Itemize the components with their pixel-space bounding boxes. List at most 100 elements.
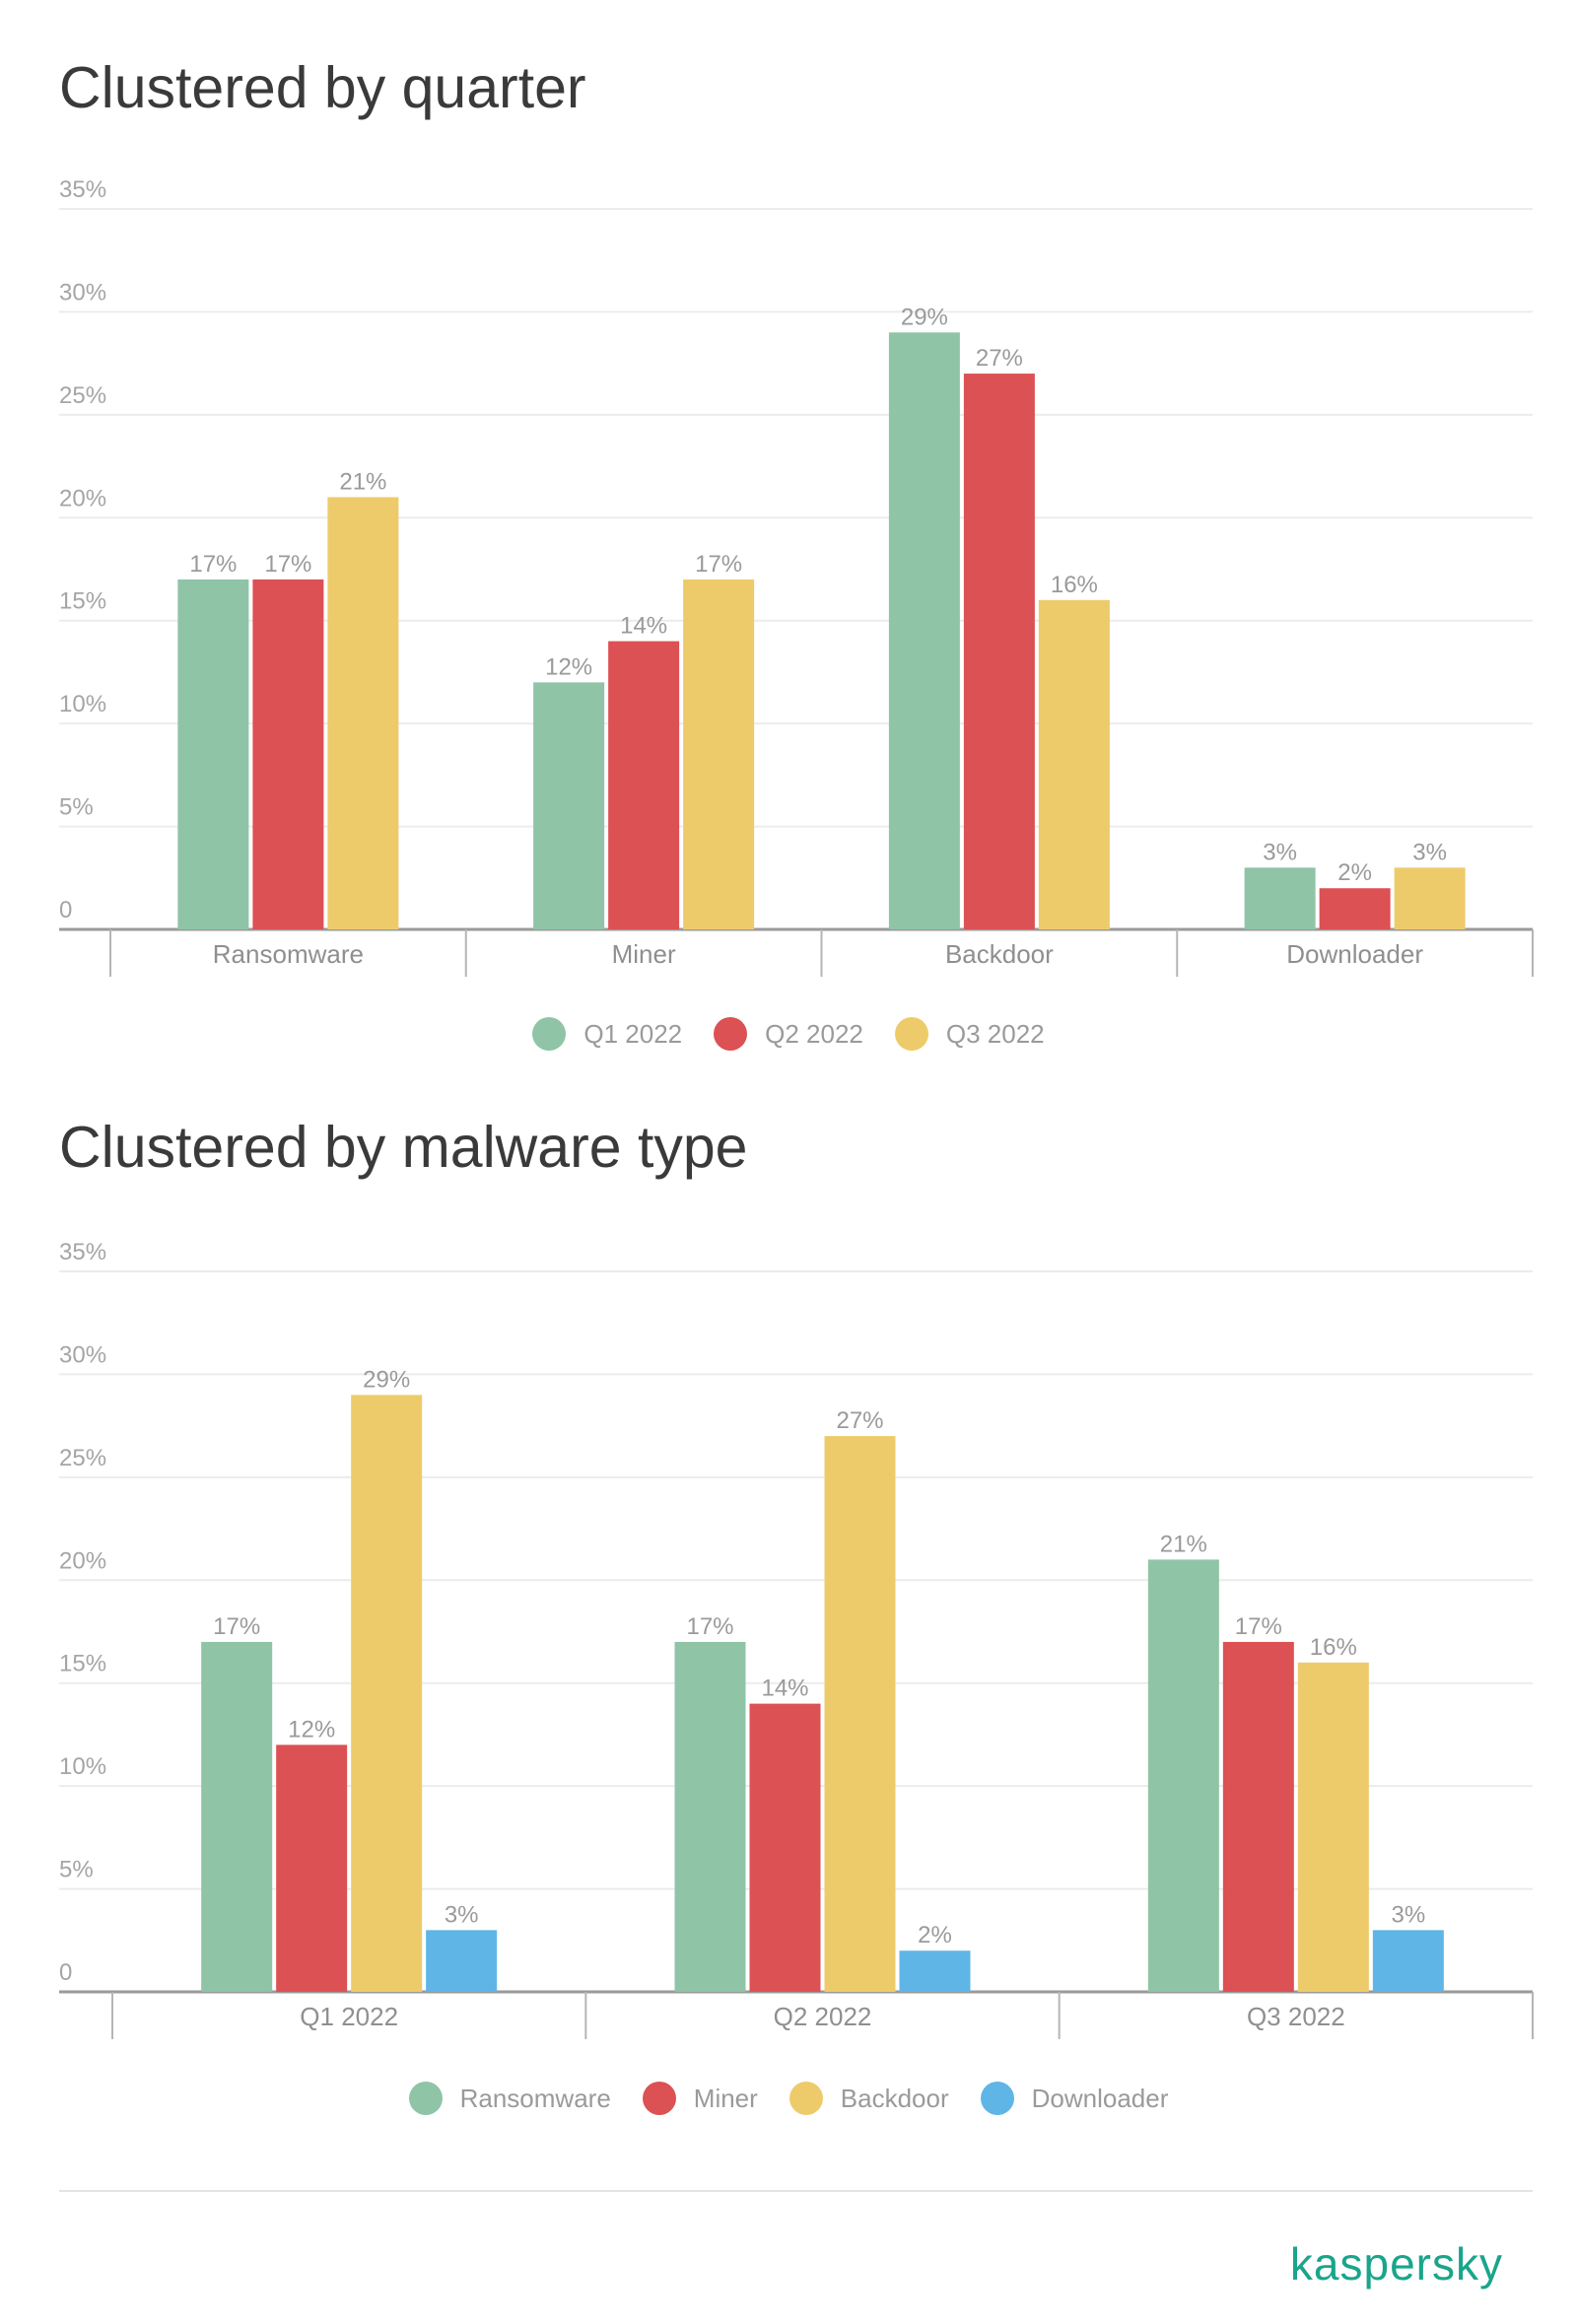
bar: [252, 579, 324, 929]
chart1-title: Clustered by quarter: [59, 55, 586, 120]
bar: [1297, 1662, 1369, 1992]
data-label: 3%: [445, 1901, 479, 1928]
data-label: 17%: [213, 1613, 260, 1640]
bar: [327, 497, 399, 929]
bar: [1319, 888, 1391, 929]
bar: [1038, 599, 1110, 929]
y-tick-label: 30%: [59, 279, 106, 306]
bar: [201, 1641, 273, 1992]
chart2-title: Clustered by malware type: [59, 1115, 748, 1180]
legend-swatch: [642, 2082, 676, 2115]
bar: [674, 1641, 746, 1992]
legend-swatch: [788, 2082, 823, 2115]
legend-swatch: [532, 1017, 567, 1051]
y-tick-label: 35%: [59, 176, 106, 203]
bar: [824, 1436, 896, 1992]
data-label: 17%: [264, 551, 311, 578]
legend-item: Ransomware: [408, 2082, 611, 2115]
bar: [749, 1703, 821, 1992]
bar: [963, 374, 1035, 930]
y-tick-label: 15%: [59, 1651, 106, 1677]
data-label: 16%: [1310, 1634, 1357, 1661]
x-tick-label: Q3 2022: [1247, 2002, 1345, 2031]
legend-item: Q2 2022: [714, 1017, 863, 1051]
bar: [1372, 1930, 1444, 1992]
bar: [533, 682, 605, 929]
y-tick-label: 20%: [59, 1547, 106, 1574]
y-tick-label: 35%: [59, 1239, 106, 1265]
y-tick-label: 10%: [59, 1753, 106, 1780]
x-tick-label: Backdoor: [945, 939, 1054, 969]
data-label: 14%: [620, 613, 667, 640]
bar: [1147, 1559, 1219, 1992]
y-tick-label: 5%: [59, 794, 94, 821]
y-tick-label: 5%: [59, 1857, 94, 1883]
data-label: 16%: [1051, 572, 1098, 598]
data-label: 17%: [686, 1613, 733, 1640]
x-tick-label: Q1 2022: [300, 2002, 398, 2031]
legend-item: Downloader: [980, 2082, 1169, 2115]
legend-label: Q3 2022: [945, 1018, 1045, 1049]
data-label: 27%: [836, 1407, 883, 1434]
data-label: 17%: [1235, 1613, 1282, 1640]
bar: [683, 579, 755, 929]
legend-label: Ransomware: [459, 2083, 611, 2113]
x-tick-label: Q2 2022: [774, 2002, 872, 2031]
legend-label: Miner: [693, 2083, 758, 2113]
data-label: 27%: [976, 345, 1023, 372]
bar: [426, 1930, 498, 1992]
y-tick-label: 10%: [59, 691, 106, 718]
data-label: 3%: [1412, 839, 1447, 865]
legend-label: Downloader: [1031, 2083, 1169, 2113]
legend-item: Q3 2022: [894, 1017, 1045, 1051]
data-label: 3%: [1391, 1901, 1425, 1928]
legend-swatch: [408, 2082, 443, 2115]
data-label: 3%: [1263, 839, 1297, 865]
chart1-legend: Q1 2022 Q2 2022 Q3 2022: [0, 1017, 1577, 1051]
kaspersky-logo: kaspersky: [1289, 2238, 1503, 2290]
chart2-legend: Ransomware Miner Backdoor Downloader: [0, 2082, 1577, 2115]
legend-swatch: [714, 1017, 748, 1051]
data-label: 17%: [189, 551, 237, 578]
y-tick-label: 0: [59, 1959, 72, 1986]
bar: [888, 332, 960, 929]
legend-item: Miner: [642, 2082, 758, 2115]
data-label: 12%: [545, 653, 592, 680]
y-tick-label: 25%: [59, 1445, 106, 1471]
bar: [276, 1744, 348, 1992]
legend-item: Backdoor: [788, 2082, 949, 2115]
x-tick-label: Downloader: [1286, 939, 1423, 969]
bar: [608, 641, 680, 929]
legend-label: Q1 2022: [583, 1018, 683, 1049]
data-label: 17%: [695, 551, 742, 578]
chart1-plot: 0 5% 10% 15% 20% 25% 30% 35% Ransomware 17% 17% 21%…: [59, 176, 1534, 977]
data-label: 21%: [1160, 1531, 1207, 1557]
x-tick-label: Ransomware: [213, 939, 364, 969]
data-label: 2%: [1337, 859, 1372, 886]
data-label: 29%: [901, 304, 948, 330]
y-tick-label: 20%: [59, 485, 106, 512]
bar: [177, 579, 249, 929]
y-tick-label: 15%: [59, 588, 106, 615]
data-label: 21%: [339, 468, 386, 495]
legend-label: Q2 2022: [765, 1018, 863, 1049]
legend-swatch: [980, 2082, 1014, 2115]
x-tick-label: Miner: [612, 939, 676, 969]
data-label: 14%: [761, 1675, 808, 1702]
bar: [1394, 867, 1466, 929]
legend-item: Q1 2022: [532, 1017, 682, 1051]
y-tick-label: 25%: [59, 382, 106, 409]
legend-swatch: [894, 1017, 928, 1051]
data-label: 12%: [288, 1716, 335, 1743]
footer-divider: [59, 2190, 1533, 2192]
bar: [899, 1950, 971, 1992]
data-label: 2%: [918, 1922, 952, 1948]
bar: [1222, 1641, 1294, 1992]
bar: [1244, 867, 1316, 929]
data-label: 29%: [363, 1366, 410, 1393]
legend-label: Backdoor: [840, 2083, 949, 2113]
bar: [351, 1395, 423, 1992]
y-tick-label: 30%: [59, 1341, 106, 1368]
y-tick-label: 0: [59, 897, 72, 923]
chart2-plot: 0 5% 10% 15% 20% 25% 30% 35% Q1 2022 17% 12% 29% 3% Q…: [59, 1239, 1534, 2039]
